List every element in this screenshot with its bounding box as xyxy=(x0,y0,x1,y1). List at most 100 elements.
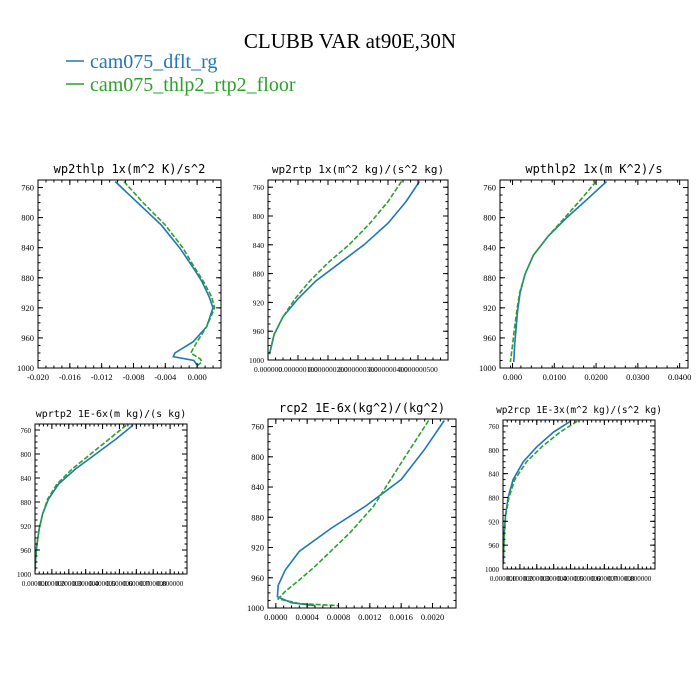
y-tick-label: 800 xyxy=(483,213,496,223)
figure-title: CLUBB VAR at90E,30N xyxy=(244,29,456,53)
x-tick-label: 0.700000 xyxy=(140,580,167,588)
series-line-1 xyxy=(509,180,597,363)
y-tick-label: 800 xyxy=(251,452,264,462)
legend: cam075_dflt_rg cam075_thlp2_rtp2_floor xyxy=(66,51,296,96)
x-tick-label: 0.200000 xyxy=(524,575,551,583)
series-line-1 xyxy=(35,424,127,572)
plot-frame xyxy=(267,179,449,361)
panel-5: wp2rcp 1E-3x(m^2 kg)/(s^2 kg) 0.0000000.1… xyxy=(485,405,662,583)
y-tick-label: 1000 xyxy=(247,603,264,613)
y-tick-label: 960 xyxy=(253,327,265,336)
y-tick-label: 880 xyxy=(251,512,264,522)
y-tick-label: 1000 xyxy=(485,566,500,574)
x-tick-label: 0.0000 xyxy=(264,612,287,622)
y-tick-label: 880 xyxy=(21,273,34,283)
x-tick-label: 0.400000 xyxy=(557,575,584,583)
x-tick-label: 0.400000 xyxy=(89,580,116,588)
y-tick-label: 760 xyxy=(21,183,34,193)
y-tick-label: 800 xyxy=(489,447,500,455)
x-tick-label: 0.000000 xyxy=(22,580,49,588)
x-tick-label: 0.000000 xyxy=(490,575,517,583)
series-line-1 xyxy=(268,180,403,355)
x-tick-label: -0.012 xyxy=(91,372,113,382)
y-tick-label: 840 xyxy=(483,243,496,253)
panel-2: wpthlp2 1x(m K^2)/s 0.000 0.0100 0.0200 0.03… xyxy=(479,162,691,382)
series-line-0 xyxy=(35,424,134,572)
y-tick-label: 840 xyxy=(251,482,264,492)
series-line-1 xyxy=(503,420,578,564)
y-tick-label: 840 xyxy=(489,471,500,479)
panel-title: wpthlp2 1x(m K^2)/s xyxy=(525,162,662,176)
y-tick-label: 920 xyxy=(489,518,500,526)
x-tick-label: 0.000000400 xyxy=(368,365,408,374)
x-tick-label: 0.100000 xyxy=(39,580,66,588)
x-tick-label: 0.0020 xyxy=(421,612,444,622)
plot-frame xyxy=(267,418,457,609)
x-tick-label: 0.0400 xyxy=(668,372,691,382)
plot-frame xyxy=(34,423,188,575)
y-tick-label: 760 xyxy=(251,422,264,432)
plot-frame xyxy=(499,179,689,369)
panel-title: wp2thlp 1x(m^2 K)/s^2 xyxy=(54,162,206,176)
y-tick-label: 800 xyxy=(253,212,265,221)
panel-0: wp2thlp 1x(m^2 K)/s^2-0.020 -0.016 -0.012-… xyxy=(17,162,222,382)
panels: wp2thlp 1x(m^2 K)/s^2-0.020 -0.016 -0.012-… xyxy=(17,162,691,622)
x-tick-label: 0.800000 xyxy=(157,580,184,588)
y-tick-label: 960 xyxy=(251,573,264,583)
panel-title: rcp2 1E-6x(kg^2)/(kg^2) xyxy=(279,401,445,415)
y-tick-label: 960 xyxy=(489,542,500,550)
y-tick-label: 920 xyxy=(251,543,264,553)
y-tick-label: 960 xyxy=(483,333,496,343)
x-tick-label: 0.500000 xyxy=(574,575,601,583)
x-tick-label: 0.000000100 xyxy=(278,365,318,374)
series-line-0 xyxy=(268,180,421,355)
y-tick-label: 840 xyxy=(21,475,32,483)
panel-title: wp2rcp 1E-3x(m^2 kg)/(s^2 kg) xyxy=(496,405,662,416)
series-line-0 xyxy=(276,420,445,607)
x-tick-label: 0.000 xyxy=(503,372,522,382)
y-tick-label: 960 xyxy=(21,333,34,343)
y-tick-label: 920 xyxy=(253,298,265,307)
x-tick-label: -0.004 xyxy=(154,372,177,382)
y-tick-label: 760 xyxy=(489,423,500,431)
x-tick-label: 0.0012 xyxy=(358,612,381,622)
x-tick-label: 0.0016 xyxy=(389,612,412,622)
x-tick-label: 0.000000500 xyxy=(398,365,438,374)
x-tick-label: -0.008 xyxy=(122,372,144,382)
y-tick-label: 800 xyxy=(21,451,32,459)
series-line-1 xyxy=(123,180,216,367)
x-tick-label: 0.0008 xyxy=(327,612,350,622)
x-tick-label: 0.600000 xyxy=(123,580,150,588)
x-tick-label: 0.800000 xyxy=(625,575,652,583)
x-tick-label: 0.000000300 xyxy=(338,365,378,374)
y-tick-label: 920 xyxy=(21,523,32,531)
x-tick-label: 0.000000200 xyxy=(308,365,348,374)
plot-frame xyxy=(37,179,222,369)
x-tick-label: 0.600000 xyxy=(591,575,618,583)
x-tick-label: 0.000000 xyxy=(254,365,282,374)
y-tick-label: 1000 xyxy=(17,363,34,373)
series-line-1 xyxy=(276,420,430,607)
x-tick-label: -0.016 xyxy=(59,372,81,382)
y-tick-label: 1000 xyxy=(249,356,264,365)
x-tick-label: 0.300000 xyxy=(73,580,100,588)
x-tick-label: 0.300000 xyxy=(541,575,568,583)
y-tick-label: 880 xyxy=(21,499,32,507)
y-tick-label: 880 xyxy=(483,273,496,283)
y-tick-label: 800 xyxy=(21,213,34,223)
panel-1: wp2rtp 1x(m^2 kg)/(s^2 kg)0.0000000.0000… xyxy=(249,163,449,374)
y-tick-label: 920 xyxy=(21,303,34,313)
x-tick-label: 0.0300 xyxy=(626,372,649,382)
x-tick-label: 0.000 xyxy=(188,372,207,382)
y-tick-label: 760 xyxy=(21,427,32,435)
legend-label-floor: cam075_thlp2_rtp2_floor xyxy=(90,74,296,96)
y-tick-label: 920 xyxy=(483,303,496,313)
y-tick-label: 960 xyxy=(21,547,32,555)
y-tick-label: 880 xyxy=(489,494,500,502)
x-tick-label: 0.0200 xyxy=(584,372,607,382)
series-line-0 xyxy=(513,180,608,363)
x-tick-label: 0.0100 xyxy=(543,372,566,382)
x-tick-label: 0.0004 xyxy=(295,612,319,622)
panel-3: wprtp2 1E-6x(m kg)/(s kg) 0.0000000.10000… xyxy=(17,409,188,588)
